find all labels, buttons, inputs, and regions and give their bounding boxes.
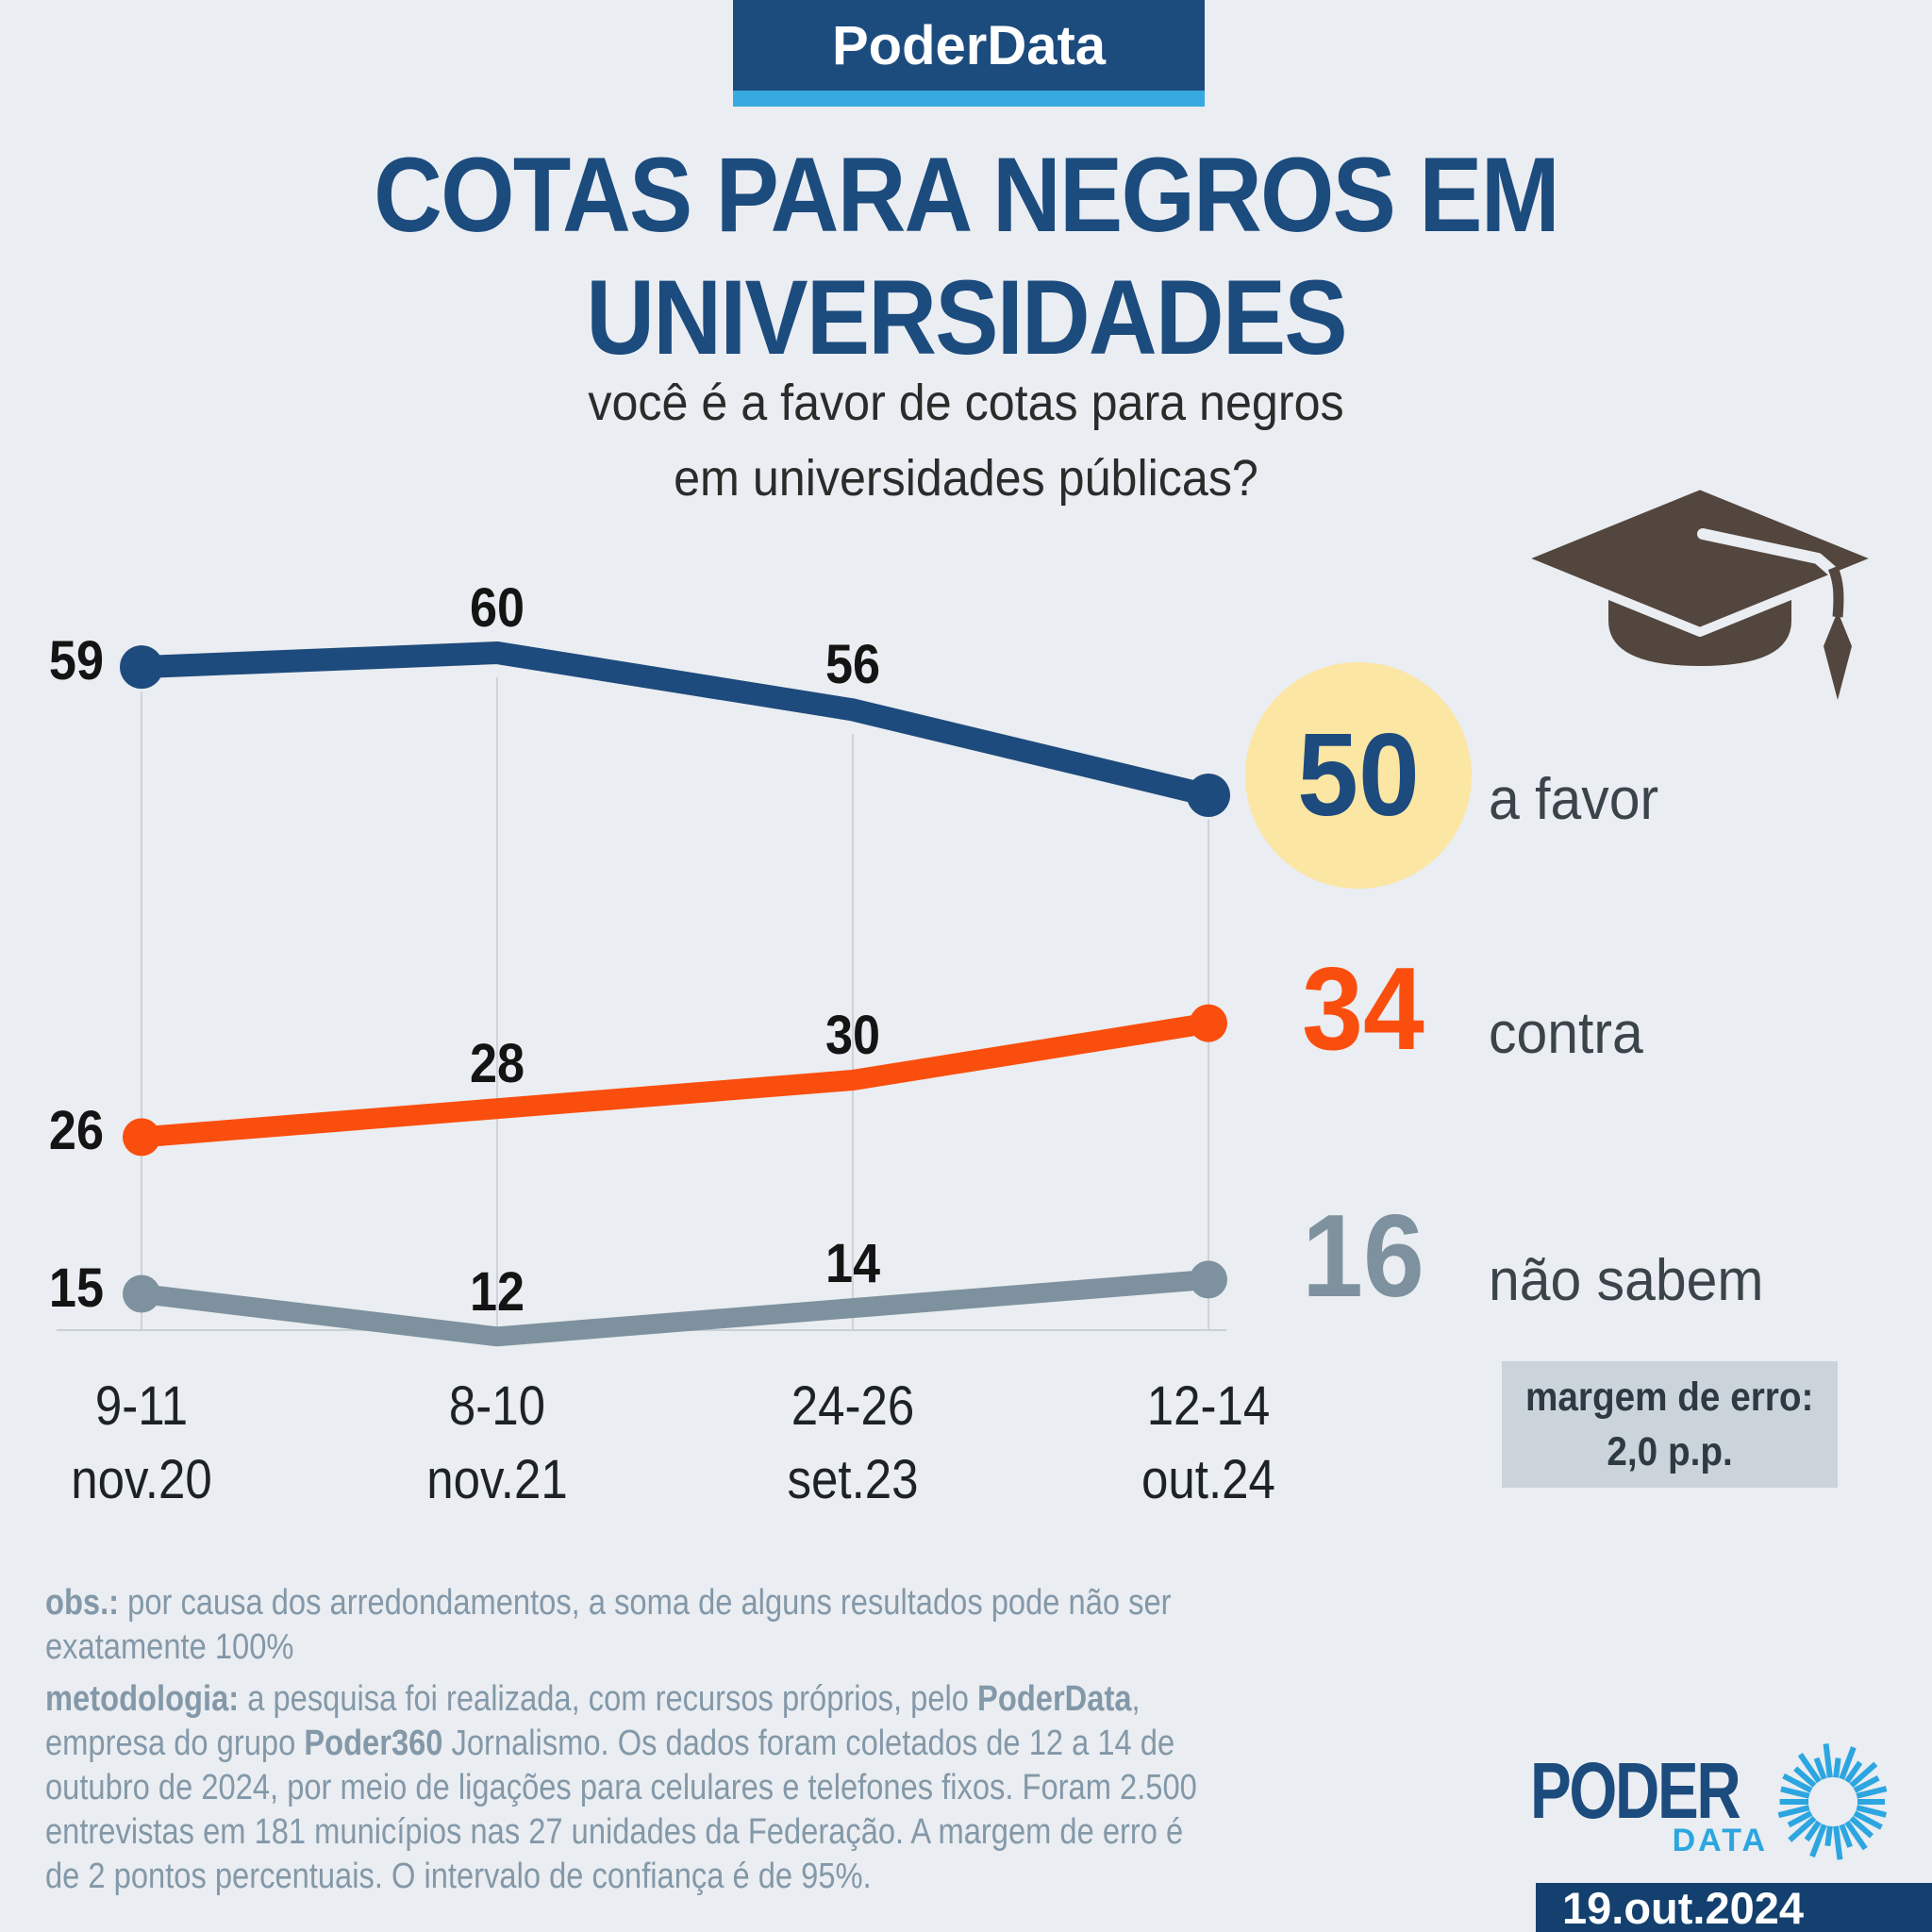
sunburst-spoke: [1804, 1820, 1822, 1842]
point-value-label: 56: [824, 634, 881, 696]
footnote-bold-run: metodologia:: [45, 1679, 240, 1719]
x-axis-label: 8-10 nov.21: [381, 1370, 613, 1517]
sunburst-spoke: [1856, 1805, 1887, 1818]
point-value-label: 59: [48, 630, 104, 692]
margin-of-error-box: margem de erro: 2,0 p.p.: [1502, 1361, 1838, 1488]
x-axis-label-line: out.24: [1141, 1449, 1275, 1510]
legend-value-nao-sabem: 16: [1302, 1191, 1424, 1322]
highlight-circle: [1245, 662, 1472, 889]
x-axis-label: 9-11 nov.20: [25, 1370, 258, 1517]
point-value-label: 12: [469, 1260, 525, 1323]
sunburst-spoke: [1780, 1786, 1810, 1799]
graduation-cap-icon: [1514, 480, 1886, 700]
sunburst-spoke: [1856, 1786, 1888, 1799]
sunburst-spoke: [1833, 1825, 1843, 1860]
x-axis-label-line: 12-14: [1146, 1375, 1271, 1437]
survey-question-line2: em universidades públicas?: [674, 450, 1258, 507]
brand-name: PoderData: [831, 14, 1107, 76]
margin-of-error-line2: 2,0 p.p.: [1607, 1429, 1733, 1474]
point-value-label: 30: [824, 1005, 881, 1066]
legend-value-a-favor: 50: [1297, 710, 1420, 841]
methodology-note: metodologia: a pesquisa foi realizada, c…: [45, 1677, 1206, 1899]
series-line-2: [140, 1269, 1209, 1347]
sunburst-spoke: [1782, 1773, 1813, 1793]
point-value-label: 15: [48, 1257, 104, 1319]
footnote-bold-run: Poder360: [304, 1724, 443, 1763]
data-point: [123, 1274, 160, 1313]
sunburst-spoke: [1777, 1805, 1810, 1819]
footnote-run: , empresa do grupo: [45, 1679, 1141, 1763]
data-point: [1190, 1004, 1227, 1042]
footnote-bold-run: obs.:: [45, 1583, 120, 1623]
x-axis-label-line: 8-10: [448, 1375, 546, 1437]
sunburst-spoke: [1853, 1775, 1880, 1793]
x-axis-label-line: 24-26: [791, 1375, 915, 1437]
legend-value-contra: 34: [1302, 944, 1424, 1074]
poder-logo-word: PODER: [1530, 1746, 1741, 1835]
poder-logo-data-word: DATA: [1672, 1823, 1768, 1858]
data-point: [123, 1118, 160, 1157]
footnote-run: a pesquisa foi realizada, com recursos p…: [239, 1679, 978, 1719]
sunburst-spoke: [1844, 1820, 1868, 1851]
sunburst-spoke: [1849, 1761, 1878, 1789]
footnote-bold-run: PoderData: [977, 1679, 1132, 1719]
x-axis-label-line: nov.21: [426, 1449, 568, 1510]
sunburst-spoke: [1809, 1824, 1827, 1858]
sunburst-spoke: [1793, 1766, 1817, 1789]
legend-label-a-favor: a favor: [1489, 767, 1659, 832]
point-value-label: 60: [469, 577, 525, 639]
obs-note: obs.: por causa dos arredondamentos, a s…: [45, 1581, 1206, 1670]
series-line-0: [141, 641, 1211, 807]
sunburst-spoke: [1849, 1815, 1874, 1839]
point-value-label: 14: [824, 1232, 881, 1294]
publication-date: 19.out.2024: [1562, 1882, 1805, 1932]
publication-date-bar: 19.out.2024: [1536, 1883, 1932, 1932]
series-line-1: [141, 1012, 1210, 1148]
x-axis-label-line: set.23: [787, 1449, 919, 1510]
sunburst-spoke: [1824, 1825, 1833, 1847]
point-value-label: 28: [469, 1033, 525, 1095]
sunburst-spoke: [1833, 1757, 1841, 1778]
data-point: [1187, 774, 1230, 817]
legend-label-nao-sabem: não sabem: [1489, 1248, 1764, 1313]
sunburst-spoke: [1844, 1760, 1863, 1784]
x-axis-label-line: 9-11: [94, 1375, 189, 1437]
brand-badge: PoderData: [733, 0, 1205, 91]
sunburst-spoke: [1788, 1815, 1817, 1842]
margin-of-error-line1: margem de erro:: [1525, 1374, 1814, 1420]
page-title-line2: UNIVERSIDADES: [586, 258, 1347, 376]
survey-question-line1: você é a favor de cotas para negros: [588, 375, 1344, 431]
footnote-run: por causa dos arredondamentos, a soma de…: [45, 1583, 1172, 1667]
sunburst-spoke: [1813, 1757, 1827, 1780]
sunburst-spoke: [1823, 1743, 1833, 1778]
poder360-sunburst-icon: [1777, 1743, 1888, 1860]
x-axis-label-line: nov.20: [71, 1449, 212, 1510]
brand-underline: [733, 91, 1205, 107]
sunburst-spoke: [1839, 1746, 1857, 1780]
sunburst-spoke: [1797, 1753, 1822, 1784]
x-axis-label: 24-26 set.23: [737, 1370, 969, 1517]
sunburst-spoke: [1839, 1824, 1853, 1848]
point-value-label: 26: [48, 1100, 104, 1162]
data-point: [120, 645, 163, 690]
page-title-line1: COTAS PARA NEGROS EM: [374, 136, 1560, 254]
data-point: [1190, 1260, 1227, 1299]
sunburst-spoke: [1787, 1810, 1813, 1828]
legend-label-contra: contra: [1489, 1001, 1643, 1066]
footnote-run: Jornalismo. Os dados foram coletados de …: [45, 1724, 1197, 1896]
sunburst-spoke: [1853, 1810, 1883, 1830]
x-axis-label: 12-14 out.24: [1092, 1370, 1324, 1517]
